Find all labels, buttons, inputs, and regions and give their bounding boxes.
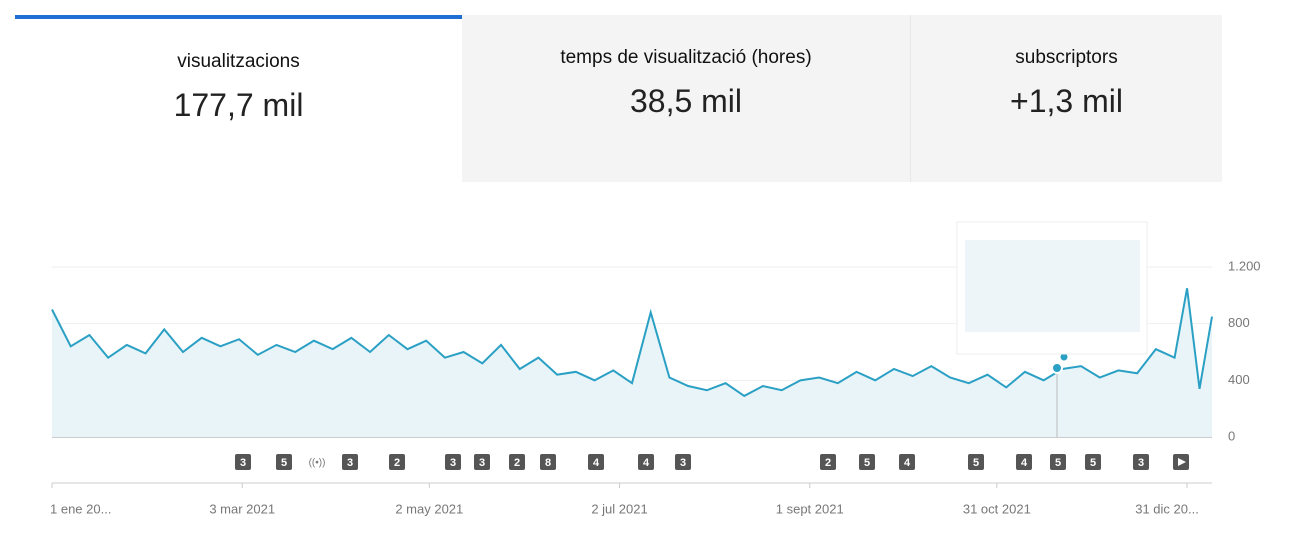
line	[51, 288, 1213, 398]
marker-badge	[638, 454, 654, 470]
marker-label: 4	[1021, 457, 1028, 469]
marker-label: 5	[1090, 457, 1096, 469]
marker-label: 3	[479, 457, 485, 469]
marker-badge	[342, 454, 358, 470]
hover-dot	[1051, 362, 1063, 374]
marker-badge	[474, 454, 490, 470]
marker-badge	[675, 454, 691, 470]
marker-badge	[1050, 454, 1066, 470]
marker-badge	[588, 454, 604, 470]
tab-value: 38,5 mil	[629, 83, 743, 119]
marker-label: 4	[593, 457, 600, 469]
marker-label: 5	[864, 457, 870, 469]
y-tick-label: 0	[1228, 428, 1235, 443]
marker-badge	[859, 454, 875, 470]
x-tick-label: 3 mar 2021	[209, 501, 275, 516]
marker-badge	[1085, 454, 1101, 470]
y-tick-label: 1.200	[1228, 258, 1261, 273]
marker-label: 2	[514, 457, 520, 469]
marker-badge	[276, 454, 292, 470]
marker-badge	[235, 454, 251, 470]
marker-badge	[899, 454, 915, 470]
marker-label: 4	[643, 457, 650, 469]
x-tick-label: 31 dic 20...	[1135, 501, 1199, 516]
tab-label: visualitzacions	[177, 51, 300, 72]
marker-label: 2	[394, 457, 400, 469]
x-tick-label: 2 may 2021	[395, 501, 463, 516]
marker-label: 3	[347, 457, 353, 469]
tab-value: +1,3 mil	[1010, 83, 1123, 119]
marker-label: 2	[825, 457, 831, 469]
marker-badge	[389, 454, 405, 470]
marker-badge	[820, 454, 836, 470]
marker-badge	[509, 454, 525, 470]
x-tick-label: 2 jul 2021	[591, 501, 647, 516]
tab-label: temps de visualització (hores)	[560, 47, 812, 68]
y-tick-label: 800	[1228, 315, 1250, 330]
tab-label: subscriptors	[1015, 47, 1118, 68]
tab[interactable]: visualitzacions 177,7 mil	[15, 15, 462, 182]
marker-label: 5	[973, 457, 979, 469]
tab[interactable]: subscriptors +1,3 mil	[910, 15, 1222, 182]
marker-badge	[968, 454, 984, 470]
marker-label: 3	[240, 457, 246, 469]
tab[interactable]: temps de visualització (hores) 38,5 mil	[462, 15, 910, 182]
tab-value: 177,7 mil	[173, 87, 304, 123]
marker-badge	[1016, 454, 1032, 470]
x-tick-label: 1 ene 20...	[50, 501, 111, 516]
y-tick-label: 400	[1228, 372, 1250, 387]
hover-dot	[1060, 353, 1068, 361]
play-icon	[1178, 458, 1186, 466]
live-icon: ((•))	[309, 458, 326, 469]
x-tick-label: 1 sept 2021	[776, 501, 844, 516]
tooltip-body	[965, 240, 1140, 332]
marker-label: 8	[545, 457, 551, 469]
marker-badge	[445, 454, 461, 470]
marker-badge	[540, 454, 556, 470]
marker-label: 3	[450, 457, 456, 469]
x-tick-label: 31 oct 2021	[963, 501, 1031, 516]
marker-label: 3	[680, 457, 686, 469]
area	[52, 288, 1212, 437]
marker-label: 5	[1055, 457, 1061, 469]
marker-label: 3	[1138, 457, 1144, 469]
marker-label: 5	[281, 457, 287, 469]
marker-badge	[1133, 454, 1149, 470]
marker-label: 4	[904, 457, 911, 469]
